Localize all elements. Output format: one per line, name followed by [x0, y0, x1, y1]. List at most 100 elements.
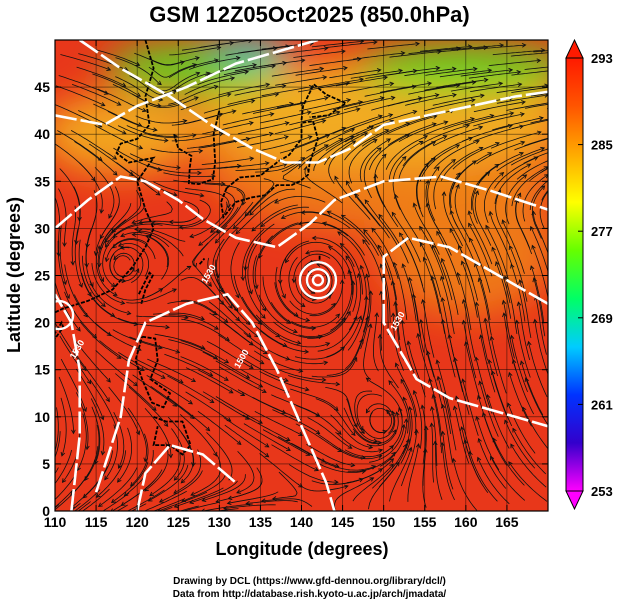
streamline-arrow: [258, 383, 264, 388]
streamline-arrow: [406, 340, 412, 346]
colorbar-tick-label: 269: [591, 311, 613, 326]
streamline: [178, 505, 199, 511]
streamline: [311, 78, 364, 89]
streamline: [71, 205, 76, 265]
streamline-arrow: [215, 498, 221, 504]
streamline: [261, 498, 313, 507]
streamline: [330, 414, 373, 448]
streamline: [216, 189, 244, 234]
streamline-arrow: [264, 443, 270, 448]
streamline-arrow: [345, 255, 350, 261]
streamline: [259, 453, 303, 488]
streamline-arrow: [149, 518, 153, 522]
streamline: [490, 336, 507, 394]
streamline-arrow: [274, 199, 279, 204]
streamline: [454, 406, 470, 464]
streamline: [354, 390, 373, 434]
streamline: [79, 162, 103, 214]
x-tick-label: 120: [125, 514, 149, 530]
streamline-arrow: [336, 430, 342, 435]
streamline: [171, 428, 185, 481]
streamline: [276, 354, 328, 365]
streamline: [260, 330, 309, 353]
streamline-arrow: [401, 263, 406, 269]
streamline: [402, 397, 411, 454]
streamline: [58, 188, 67, 247]
streamline: [217, 162, 269, 169]
streamline: [275, 266, 299, 317]
streamline-arrow: [382, 429, 388, 435]
streamline: [295, 67, 348, 76]
streamline-arrow: [529, 225, 535, 231]
streamline: [408, 277, 421, 336]
streamline-arrow: [117, 464, 123, 469]
streamline: [153, 312, 205, 320]
streamline-arrow: [269, 112, 275, 117]
streamline: [465, 341, 481, 400]
streamline-arrow: [487, 152, 493, 157]
streamline: [450, 210, 476, 264]
streamline-arrow: [254, 284, 259, 290]
streamline-arrow: [431, 244, 437, 250]
streamline: [529, 180, 548, 211]
streamline: [431, 423, 434, 483]
streamline-arrow: [499, 171, 505, 177]
streamline: [508, 461, 548, 502]
streamline: [55, 197, 60, 257]
streamline: [474, 263, 491, 321]
streamline: [285, 241, 331, 263]
streamline-arrow: [322, 75, 328, 80]
streamline-arrow: [260, 222, 266, 228]
streamline-arrow: [373, 438, 378, 444]
streamline: [301, 211, 351, 229]
streamline-arrow: [509, 334, 515, 340]
streamline: [433, 126, 483, 147]
streamline-arrow: [195, 56, 200, 61]
colorbar-tick-label: 285: [591, 138, 613, 153]
streamline: [541, 189, 548, 201]
streamline-arrow: [299, 101, 305, 107]
streamline-arrow: [431, 122, 437, 127]
streamline-arrow: [215, 273, 220, 279]
typhoon-contour: [311, 274, 325, 287]
streamline: [494, 163, 531, 204]
streamline: [440, 147, 483, 182]
streamline-arrow: [138, 145, 144, 150]
streamline: [64, 291, 97, 339]
streamline-arrow: [351, 140, 357, 145]
streamline-arrow: [285, 436, 291, 441]
streamline: [511, 166, 548, 207]
streamline-arrow: [216, 228, 221, 234]
streamline-arrow: [105, 397, 110, 403]
streamline-arrow: [296, 340, 302, 345]
streamline-arrow: [212, 310, 218, 316]
streamline: [469, 451, 498, 502]
streamline-arrow: [531, 244, 536, 250]
streamline: [154, 333, 205, 350]
streamline-arrow: [60, 451, 66, 457]
streamline-arrow: [414, 428, 419, 434]
streamline-arrow: [489, 113, 495, 119]
streamline: [118, 351, 166, 379]
streamline: [435, 47, 488, 53]
streamline: [298, 82, 350, 93]
streamline: [511, 335, 528, 393]
streamline-arrow: [560, 133, 564, 137]
streamline-arrow: [62, 534, 66, 537]
streamline-arrow: [281, 83, 287, 89]
streamline-arrow: [190, 491, 196, 496]
streamline: [208, 301, 252, 338]
streamline: [309, 280, 343, 317]
streamline-arrow: [240, 391, 246, 396]
streamline: [502, 300, 515, 359]
streamline-arrow: [334, 175, 339, 181]
streamline: [307, 417, 352, 449]
streamline-arrow: [420, 298, 426, 304]
streamline: [347, 452, 396, 472]
streamline: [473, 101, 526, 113]
streamline: [244, 265, 266, 319]
streamline-arrow: [228, 304, 233, 309]
streamline: [419, 226, 445, 279]
streamline: [185, 110, 236, 125]
streamline-arrow: [411, 84, 417, 90]
